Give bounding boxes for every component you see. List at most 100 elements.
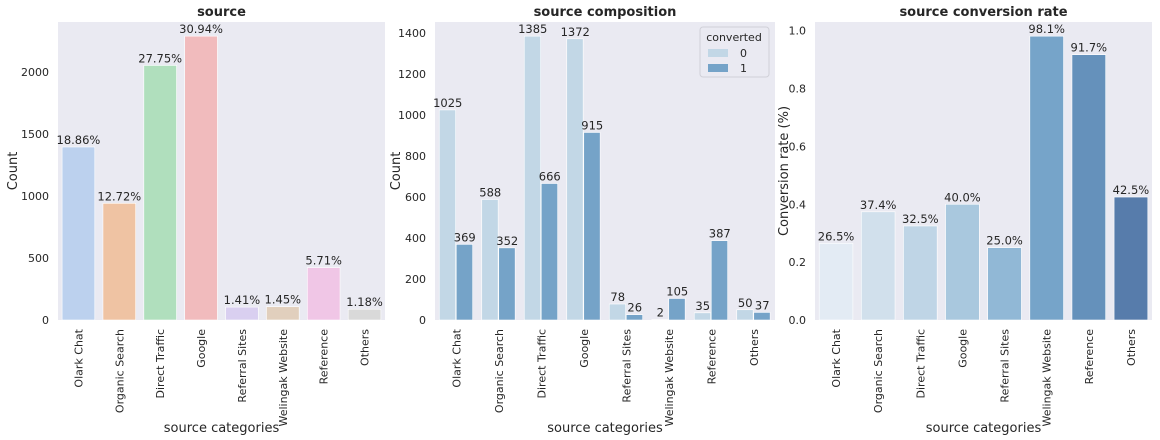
y-axis-label: Count	[6, 152, 21, 191]
data-label: 588	[479, 185, 501, 199]
bar	[903, 225, 938, 321]
data-label: 98.1%	[1028, 22, 1065, 36]
x-tick-label: Organic Search	[113, 329, 126, 413]
x-tick-label: Google	[956, 329, 969, 368]
x-tick-label: Google	[195, 329, 208, 368]
x-axis-label: source categories	[547, 421, 663, 436]
bar	[307, 267, 341, 321]
bar	[1071, 54, 1106, 321]
data-label: 26	[627, 301, 642, 315]
bar-1	[710, 240, 728, 321]
data-label: 1385	[518, 22, 547, 36]
data-label: 42.5%	[1113, 183, 1150, 197]
x-tick-label: Others	[1125, 329, 1138, 366]
data-label: 32.5%	[902, 212, 939, 226]
bar-1	[498, 247, 516, 321]
bar	[102, 203, 136, 321]
legend: converted 0 1	[699, 26, 770, 78]
x-tick-label: Reference	[1083, 329, 1096, 385]
data-label: 666	[539, 170, 561, 184]
x-tick-label: Welingak Website	[1041, 329, 1054, 427]
x-tick-label: Google	[578, 329, 591, 368]
bar	[987, 247, 1022, 321]
data-label: 27.75%	[138, 51, 182, 65]
bar	[1113, 196, 1149, 321]
data-label: 78	[610, 290, 625, 304]
y-axis-label: Count	[389, 152, 404, 191]
legend-label: 0	[740, 47, 747, 60]
bar	[818, 243, 854, 321]
data-label: 1.45%	[265, 293, 302, 307]
x-tick-label: Olark Chat	[72, 328, 85, 387]
bar-0	[736, 309, 754, 321]
x-axis-label: source categories	[926, 421, 1042, 436]
bar	[143, 65, 177, 321]
x-tick-label: Welingak Website	[663, 329, 676, 427]
bar	[861, 211, 896, 321]
y-tick-label: 2000	[21, 66, 49, 79]
data-label: 18.86%	[57, 133, 101, 147]
x-tick-label: Direct Traffic	[154, 329, 167, 398]
legend-title: converted	[706, 31, 762, 44]
x-tick-label: Organic Search	[872, 329, 885, 413]
data-label: 5.71%	[305, 254, 342, 268]
y-tick-label: 600	[405, 191, 426, 204]
y-tick-label: 400	[405, 232, 426, 245]
x-axis-label: source categories	[164, 421, 280, 436]
data-label: 35	[695, 299, 710, 313]
chart-panel-3: source conversion rate 0.0 0.2 0.4 0.6 0.8 1.0…	[777, 5, 1152, 436]
bar	[347, 308, 382, 321]
y-tick-label: 200	[405, 273, 426, 286]
legend-swatch	[708, 49, 728, 57]
data-label: 37	[755, 298, 770, 312]
data-label: 25.0%	[986, 234, 1023, 248]
data-label: 105	[666, 284, 688, 298]
data-label: 50	[738, 296, 753, 310]
bar-0	[693, 312, 711, 321]
bar	[184, 35, 218, 321]
bar	[1029, 35, 1064, 321]
bar	[945, 203, 980, 321]
x-tick-label: Organic Search	[493, 329, 506, 413]
chart-title: source composition	[534, 5, 677, 20]
bar-0	[481, 199, 499, 321]
data-label: 26.5%	[818, 229, 855, 243]
y-tick-label: 1500	[21, 128, 49, 141]
chart-panel-2: source composition 0 200 400 600 800 1000 1200 1…	[389, 5, 775, 436]
bar-1	[455, 244, 473, 321]
y-tick-label: 0	[419, 314, 426, 327]
y-tick-label: 1.0	[789, 25, 807, 38]
chart-panel-1: source 0 500 1000 1500 2000 Olark Chat Organic …	[6, 5, 385, 436]
bar-0	[523, 35, 541, 321]
y-tick-label: 500	[28, 252, 49, 265]
data-label: 1.18%	[346, 295, 383, 309]
data-label: 1.41%	[224, 293, 261, 307]
bar	[61, 146, 96, 321]
bar-1	[753, 312, 771, 321]
data-label: 2	[657, 306, 664, 320]
y-tick-label: 1200	[398, 68, 426, 81]
bar-1	[540, 183, 558, 321]
data-label: 1025	[433, 96, 462, 110]
bar-0	[608, 303, 626, 321]
x-tick-label: Referral Sites	[999, 329, 1012, 403]
data-label: 1372	[561, 25, 590, 39]
x-tick-label: Direct Traffic	[914, 329, 927, 398]
x-tick-label: Welingak Website	[277, 329, 290, 427]
bar-1	[625, 314, 643, 321]
bar-0	[566, 38, 584, 321]
y-tick-label: 0.8	[789, 83, 807, 96]
data-label: 369	[454, 230, 476, 244]
bar	[266, 306, 300, 321]
x-tick-label: Reference	[705, 329, 718, 385]
y-tick-label: 0.6	[789, 140, 807, 153]
y-tick-label: 0	[42, 314, 49, 327]
x-tick-label: Olark Chat	[830, 328, 843, 387]
bar-0	[438, 109, 456, 321]
y-tick-label: 1400	[398, 27, 426, 40]
data-label: 40.0%	[944, 190, 981, 204]
data-label: 91.7%	[1071, 41, 1108, 55]
y-tick-label: 1000	[398, 109, 426, 122]
y-tick-label: 0.0	[789, 314, 807, 327]
